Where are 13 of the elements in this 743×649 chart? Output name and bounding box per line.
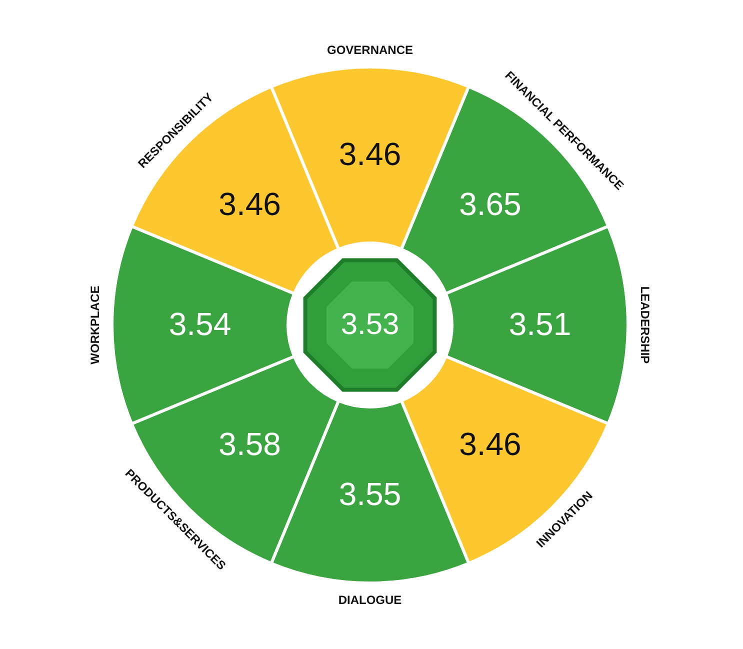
data-label: 3.46 (459, 426, 522, 462)
data-label: 3.58 (218, 426, 281, 462)
data-label: 3.46 (218, 186, 281, 222)
category-label: GOVERNANCE (326, 43, 414, 57)
category-label: WORKPLACE (88, 286, 102, 364)
category-label: LEADERSHIP (638, 286, 652, 364)
category-label: DIALOGUE (338, 593, 402, 607)
data-label: 3.65 (459, 186, 522, 222)
data-label: 3.51 (508, 306, 572, 342)
data-label: 3.54 (168, 306, 232, 342)
data-label: 3.55 (338, 476, 402, 512)
data-label: 3.46 (338, 136, 402, 172)
text: 3.53 (340, 308, 400, 341)
